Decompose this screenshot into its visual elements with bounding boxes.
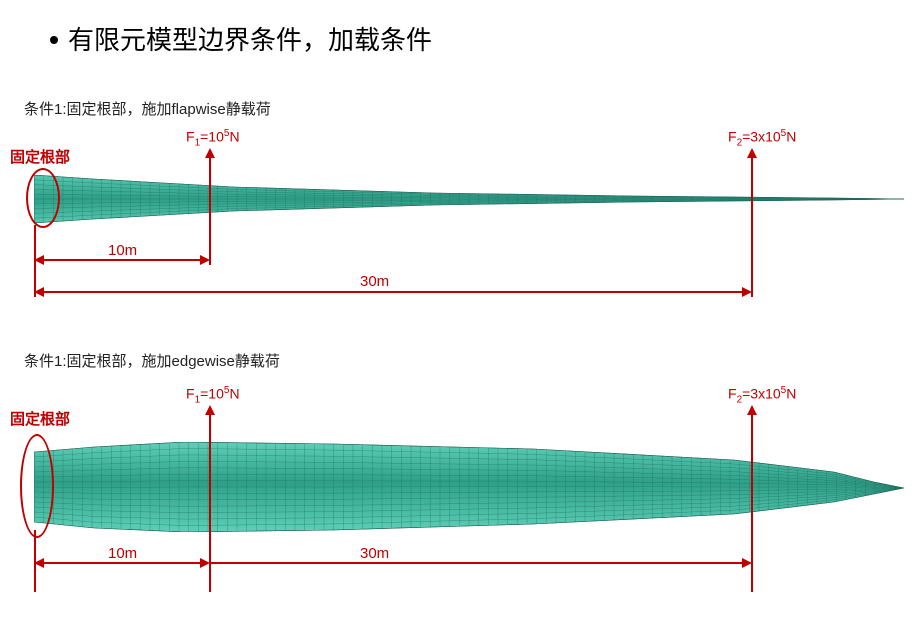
dim1-label-d1: 10m	[108, 242, 137, 259]
dim1-line-d1	[44, 259, 200, 261]
title-text: 有限元模型边界条件，加载条件	[68, 26, 432, 55]
force2-label-d1: F2=3x105N	[728, 128, 796, 148]
blade-edgewise	[34, 442, 904, 532]
blade-flapwise-svg	[34, 175, 904, 223]
blade-flapwise	[34, 175, 904, 223]
root-ellipse-2	[20, 434, 54, 538]
page-title: 有限元模型边界条件，加载条件	[50, 20, 432, 57]
dim1-rtick-d1	[209, 205, 211, 265]
bullet-icon	[50, 36, 58, 44]
condition-label-2: 条件1:固定根部，施加edgewise静载荷	[24, 350, 280, 371]
dim2-line-d1	[44, 291, 742, 293]
dim1-line-d2	[44, 562, 200, 564]
dim2-rtick-d2	[751, 479, 753, 592]
force1-label-d1: F1=105N	[186, 128, 240, 148]
force1-label-d2: F1=105N	[186, 385, 240, 405]
dim2-rtick-d1	[751, 195, 753, 297]
root-label-2: 固定根部	[10, 408, 70, 429]
dim2-label-d1: 30m	[360, 273, 389, 290]
root-label-1: 固定根部	[10, 146, 70, 167]
dim1-rtick-d2	[209, 464, 211, 592]
dim1-ltick-d2	[34, 530, 36, 592]
dim2-line-d2	[211, 562, 742, 564]
dim2-ltick-d1	[34, 265, 36, 297]
root-ellipse-1	[26, 168, 60, 228]
dim1-label-d2: 10m	[108, 545, 137, 562]
force2-arrowline-d2	[751, 414, 753, 479]
force2-arrowline-d1	[751, 157, 753, 195]
force1-arrowline-d2	[209, 414, 211, 464]
dim2-label-d2: 30m	[360, 545, 389, 562]
condition-label-1: 条件1:固定根部，施加flapwise静载荷	[24, 98, 271, 119]
blade-edgewise-svg	[34, 442, 904, 532]
force2-label-d2: F2=3x105N	[728, 385, 796, 405]
dim1-ltick-d1	[34, 225, 36, 265]
force1-arrowline-d1	[209, 157, 211, 205]
